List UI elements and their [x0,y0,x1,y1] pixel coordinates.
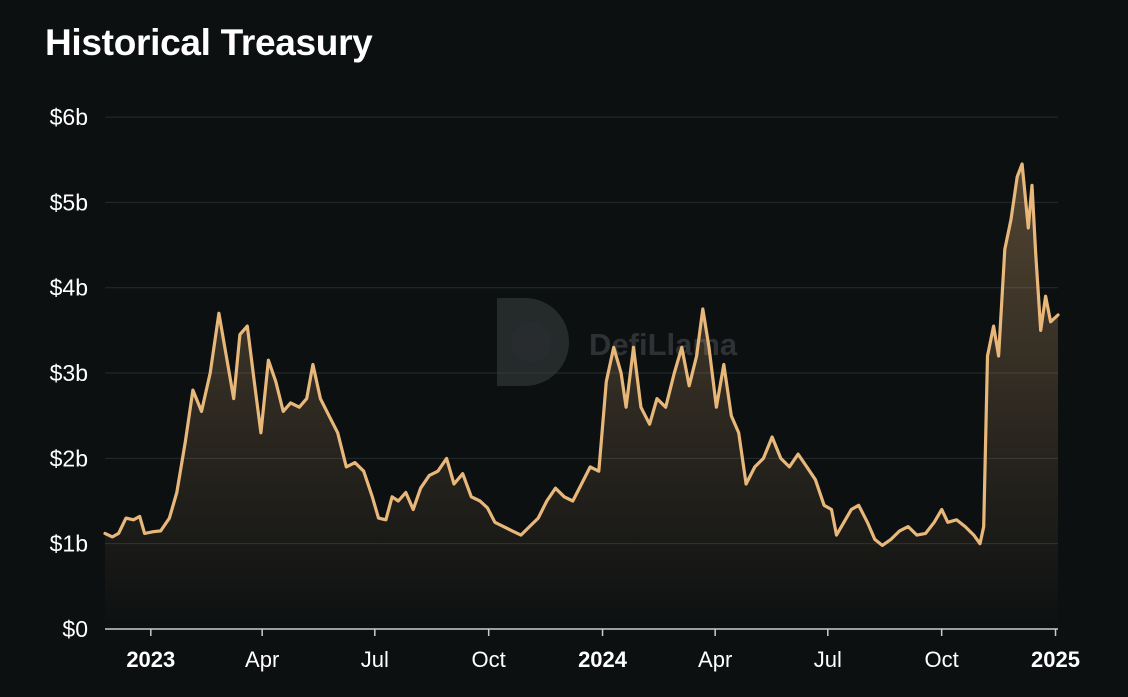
x-tick-label: Oct [925,647,959,672]
y-tick-label: $3b [50,360,88,386]
y-tick-label: $6b [50,104,88,130]
y-tick-label: $4b [50,275,88,301]
series-area [105,164,1058,629]
x-tick-label: Apr [698,647,732,672]
y-axis: $0 $1b $2b $3b $4b $5b $6b [50,104,88,642]
x-tick-label: Jul [361,647,389,672]
y-tick-label: $5b [50,189,88,215]
y-tick-label: $0 [62,616,88,642]
x-tick-label: 2024 [578,647,628,672]
series-line [103,162,1060,547]
y-tick-label: $2b [50,445,88,471]
chart-title: Historical Treasury [45,22,373,63]
x-axis: 2023 Apr Jul Oct 2024 Apr Jul Oct 2025 [126,629,1080,672]
y-tick-label: $1b [50,531,88,557]
x-tick-label: 2023 [126,647,175,672]
x-tick-label: Oct [472,647,506,672]
x-tick-label: 2025 [1031,647,1080,672]
x-tick-label: Jul [814,647,842,672]
x-tick-label: Apr [245,647,279,672]
